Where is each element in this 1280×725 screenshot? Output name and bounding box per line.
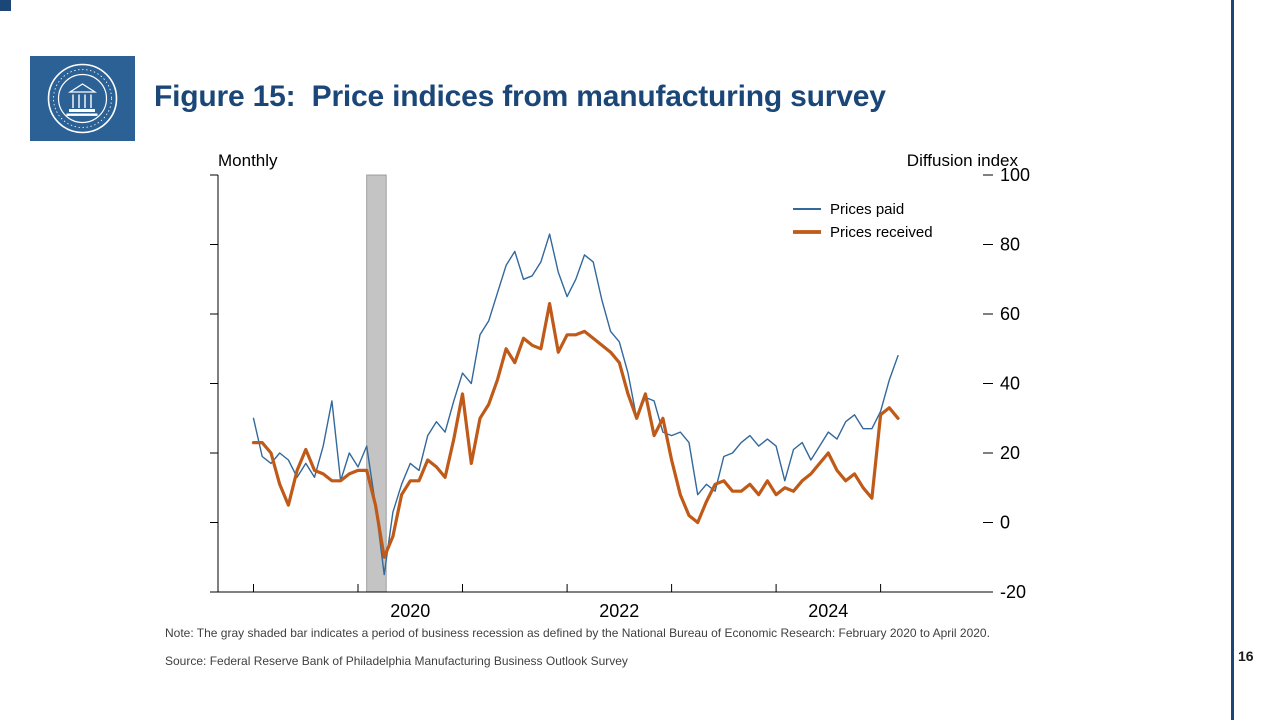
- y-tick-label: 60: [1000, 304, 1020, 324]
- monthly-label: Monthly: [218, 151, 278, 170]
- x-tick-label: 2024: [808, 601, 848, 621]
- figure-title: Figure 15: Price indices from manufactur…: [154, 80, 886, 113]
- corner-accent-square: [0, 0, 11, 11]
- diffusion-index-label: Diffusion index: [907, 151, 1019, 170]
- source-text: Source: Federal Reserve Bank of Philadel…: [165, 654, 628, 668]
- legend: Prices paid Prices received: [793, 201, 933, 241]
- y-tick-label: -20: [1000, 582, 1026, 602]
- y-tick-label: 40: [1000, 374, 1020, 394]
- federal-reserve-seal-icon: [47, 63, 118, 134]
- page-number: 16: [1238, 648, 1254, 664]
- recession-band: [366, 174, 387, 593]
- legend-label: Prices received: [830, 224, 933, 241]
- prices-received-line: [251, 302, 900, 559]
- y-tick-label: 20: [1000, 443, 1020, 463]
- legend-label: Prices paid: [830, 201, 904, 218]
- x-tick-label: 2022: [599, 601, 639, 621]
- y-tick-label: 100: [1000, 165, 1030, 185]
- y-tick-label: 80: [1000, 235, 1020, 255]
- note-text: Note: The gray shaded bar indicates a pe…: [165, 626, 990, 640]
- prices-paid-line: [252, 233, 899, 576]
- federal-reserve-logo: [30, 56, 135, 141]
- x-tick-label: 2020: [390, 601, 430, 621]
- right-edge-rule: [1231, 0, 1234, 720]
- y-tick-label: 0: [1000, 513, 1010, 533]
